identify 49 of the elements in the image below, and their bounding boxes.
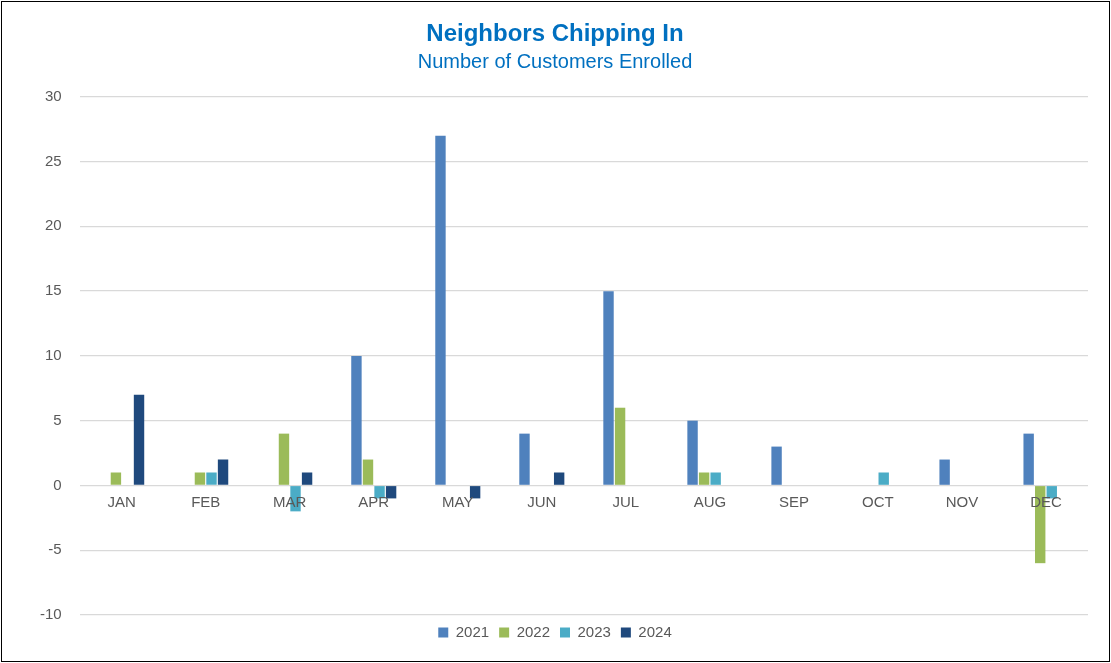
bar: [687, 420, 698, 485]
y-tick-label: 5: [53, 410, 62, 428]
x-tick-label: JUL: [612, 493, 640, 511]
y-tick-label: -5: [48, 540, 62, 558]
bar: [878, 472, 889, 485]
x-tick-label: AUG: [693, 493, 727, 511]
bar: [385, 486, 397, 499]
bar: [351, 355, 362, 485]
bar: [614, 407, 626, 485]
x-tick-label: APR: [358, 493, 390, 511]
y-tick-label: -10: [39, 605, 62, 623]
bar: [301, 472, 313, 485]
bar: [217, 459, 229, 485]
bar: [710, 472, 721, 485]
x-tick-label: NOV: [945, 493, 979, 511]
x-tick-label: MAY: [442, 493, 474, 511]
bar: [362, 459, 374, 485]
bar: [435, 135, 446, 485]
bar: [771, 446, 782, 485]
x-tick-label: FEB: [191, 493, 221, 511]
bar: [133, 394, 145, 485]
x-tick-label: JAN: [107, 493, 136, 511]
y-tick-label: 0: [53, 475, 62, 493]
chart-title: Neighbors Chipping In: [426, 19, 684, 47]
x-tick-label: SEP: [778, 493, 809, 511]
bar: [374, 486, 385, 499]
bar: [603, 291, 614, 485]
bar: [519, 433, 530, 485]
legend-label: 2022: [516, 622, 551, 640]
bar: [110, 472, 122, 485]
bar: [194, 472, 206, 485]
bar: [469, 486, 481, 499]
bar: [698, 472, 710, 485]
bar: [278, 433, 290, 485]
x-tick-label: JUN: [527, 493, 557, 511]
legend-label: 2024: [638, 622, 672, 640]
y-tick-label: 10: [44, 346, 62, 364]
legend-label: 2023: [577, 622, 611, 640]
bar: [939, 459, 950, 485]
y-tick-label: 30: [44, 86, 62, 104]
bar: [1023, 433, 1034, 485]
bar: [553, 472, 565, 485]
y-tick-label: 20: [44, 216, 62, 234]
x-tick-label: OCT: [862, 493, 894, 511]
chart-subtitle: Number of Customers Enrolled: [417, 50, 693, 73]
y-tick-label: 25: [44, 151, 62, 169]
y-tick-label: 15: [44, 281, 62, 299]
legend-label: 2021: [455, 622, 490, 640]
bar: [206, 472, 217, 485]
